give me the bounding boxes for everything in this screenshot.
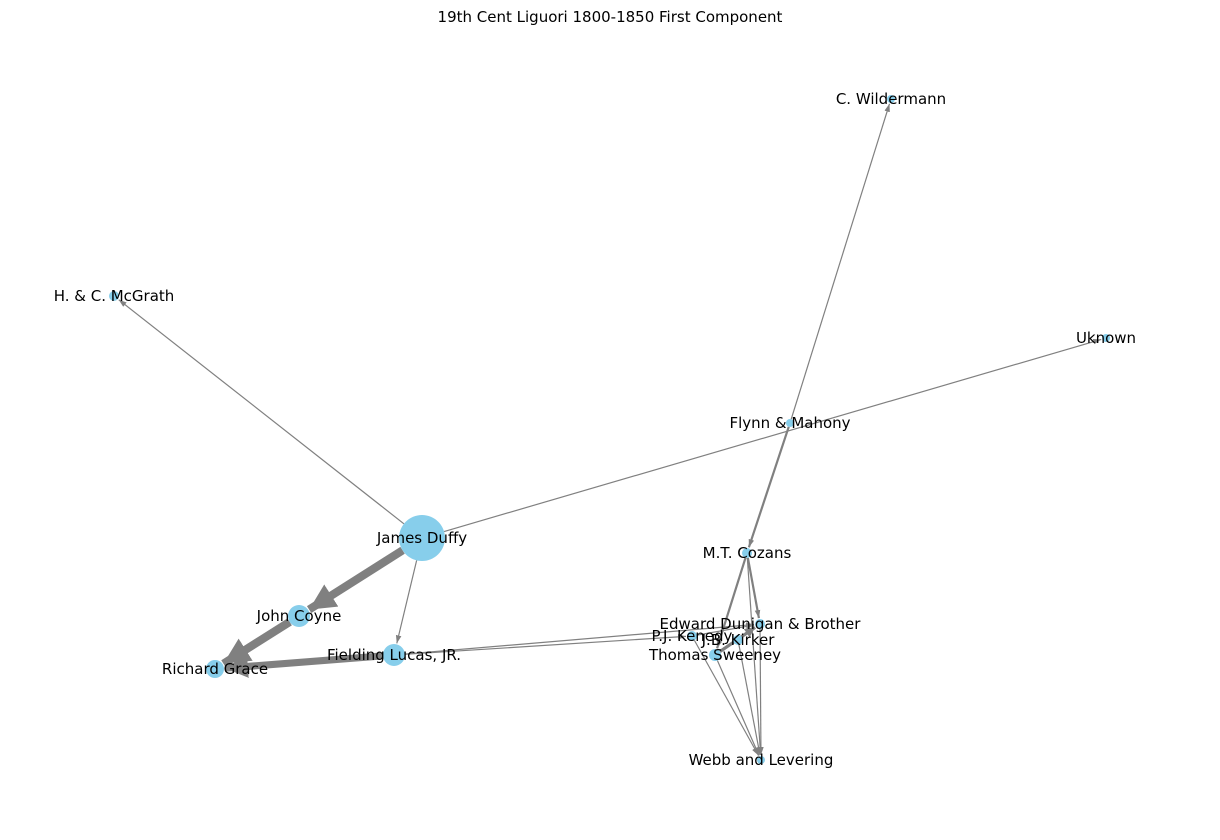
edge-james-duffy-to-uknown	[443, 338, 1102, 533]
edge-jb-kirker-to-webb-levering	[738, 644, 762, 756]
node-webb-levering	[757, 756, 765, 764]
edge-mt-cozans-to-webb-levering	[746, 557, 763, 756]
edge-mt-cozans-to-edward-dunigan	[746, 557, 761, 619]
edge-mt-cozans-to-thomas-sweeney	[716, 557, 747, 649]
edge-flynn-mahony-to-c-wildermann	[790, 103, 891, 420]
node-label-pj-kenedy: P.J. Kenedy	[652, 627, 733, 645]
chart-title: 19th Cent Liguori 1800-1850 First Compon…	[438, 8, 783, 26]
node-label-mt-cozans: M.T. Cozans	[703, 544, 792, 562]
edge-pj-kenedy-to-webb-levering	[693, 640, 760, 756]
node-label-jb-kirker: J.B. Kirker	[701, 631, 776, 649]
nodes-layer	[109, 95, 1110, 764]
edge-fielding-lucas-to-pj-kenedy	[404, 634, 687, 655]
node-label-james-duffy: James Duffy	[376, 529, 467, 547]
edge-fielding-lucas-to-edward-dunigan	[404, 622, 755, 655]
edge-john-coyne-to-richard-grace	[221, 618, 292, 668]
node-label-thomas-sweeney: Thomas Sweeney	[648, 646, 781, 664]
edges-layer	[118, 103, 1102, 756]
node-richard-grace	[206, 660, 224, 678]
node-mt-cozans	[742, 548, 752, 558]
edge-edward-dunigan-to-webb-levering	[758, 628, 764, 756]
node-label-john-coyne: John Coyne	[256, 607, 342, 625]
node-label-fielding-lucas: Fielding Lucas, JR.	[327, 646, 461, 664]
node-label-flynn-mahony: Flynn & Mahony	[729, 414, 850, 432]
node-label-c-wildermann: C. Wildermann	[836, 90, 946, 108]
node-john-coyne	[288, 605, 310, 627]
edge-james-duffy-to-h-c-mcgrath	[118, 299, 405, 525]
node-jb-kirker	[733, 635, 743, 645]
edge-james-duffy-to-fielding-lucas	[395, 560, 418, 644]
node-thomas-sweeney	[709, 649, 721, 661]
node-label-webb-levering: Webb and Levering	[689, 751, 834, 769]
edge-james-duffy-to-john-coyne	[306, 546, 405, 614]
node-uknown	[1102, 334, 1110, 342]
node-flynn-mahony	[786, 419, 794, 427]
node-h-c-mcgrath	[109, 291, 119, 301]
node-label-uknown: Uknown	[1076, 329, 1136, 347]
edge-fielding-lucas-to-richard-grace	[224, 652, 384, 678]
node-label-h-c-mcgrath: H. & C. McGrath	[54, 287, 175, 305]
node-edward-dunigan	[755, 619, 765, 629]
node-label-edward-dunigan: Edward Dunigan & Brother	[660, 615, 862, 633]
edge-flynn-mahony-to-mt-cozans	[747, 426, 790, 548]
labels-layer: James Duffy H. & C. McGrath John Coyne Rich…	[54, 90, 1136, 769]
edge-thomas-sweeney-to-webb-levering	[716, 660, 760, 756]
node-label-richard-grace: Richard Grace	[162, 660, 268, 678]
node-pj-kenedy	[687, 631, 697, 641]
edge-pj-kenedy-to-edward-dunigan	[696, 623, 755, 636]
node-fielding-lucas	[383, 644, 405, 666]
node-james-duffy	[399, 515, 445, 561]
node-c-wildermann	[887, 95, 895, 103]
